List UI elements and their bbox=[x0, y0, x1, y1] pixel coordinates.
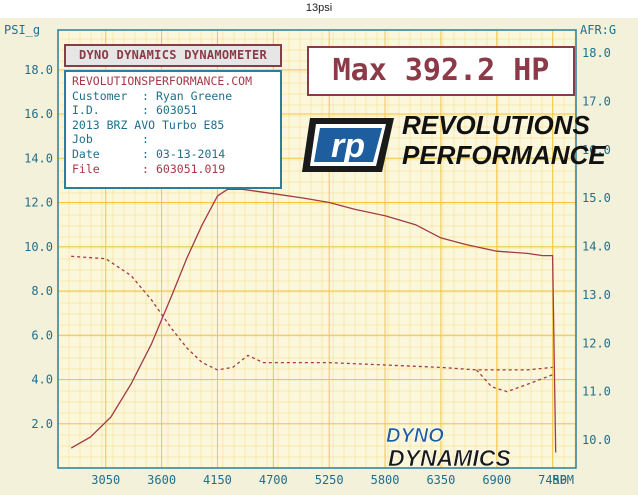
right-tick-label: 18.0 bbox=[582, 46, 611, 60]
left-tick-label: 18.0 bbox=[24, 63, 53, 77]
info-key: Job bbox=[72, 132, 93, 147]
right-tick-label: 12.0 bbox=[582, 336, 611, 350]
afr-series-line bbox=[476, 369, 553, 393]
info-key: Date bbox=[72, 146, 100, 161]
info-row: Date:03-13-2014 bbox=[72, 146, 226, 161]
website-text: REVOLUTIONSPERFORMANCE.COM bbox=[72, 74, 253, 88]
x-tick-label: 5800 bbox=[371, 473, 400, 487]
dyno-header-label: DYNO DYNAMICS DYNAMOMETER bbox=[64, 44, 282, 67]
performance-text: PERFORMANCE bbox=[402, 140, 606, 170]
x-tick-label: 5250 bbox=[315, 473, 344, 487]
info-value: 03-13-2014 bbox=[156, 146, 226, 161]
x-tick-label: 4150 bbox=[203, 473, 232, 487]
info-key: Customer bbox=[72, 88, 128, 103]
left-tick-label: 14.0 bbox=[24, 151, 53, 165]
info-value: Ryan Greene bbox=[156, 88, 233, 103]
info-row: Job: bbox=[72, 132, 149, 147]
rp-mark: rp bbox=[331, 127, 365, 165]
left-tick-label: 12.0 bbox=[24, 196, 53, 210]
revolutions-text: REVOLUTIONS bbox=[402, 110, 590, 140]
info-key: File bbox=[72, 161, 100, 176]
right-tick-label: 13.0 bbox=[582, 288, 611, 302]
x-tick-label: 3050 bbox=[91, 473, 120, 487]
run-info-box: REVOLUTIONSPERFORMANCE.COM Customer: Ryan… bbox=[64, 70, 282, 189]
left-tick-label: 2.0 bbox=[31, 417, 53, 431]
info-row: Customer: Ryan Greene bbox=[72, 88, 233, 103]
x-tick-label: 6900 bbox=[482, 473, 511, 487]
info-key: 2013 BRZ AVO Turbo E85 bbox=[72, 117, 225, 132]
right-tick-label: 16.0 bbox=[582, 143, 611, 157]
info-row: File:603051.019 bbox=[72, 161, 226, 176]
left-tick-label: 4.0 bbox=[31, 373, 53, 387]
x-tick-label: 6350 bbox=[426, 473, 455, 487]
x-tick-label: 4700 bbox=[259, 473, 288, 487]
x-tick-label: 7450 bbox=[538, 473, 567, 487]
boost-series-line bbox=[70, 188, 557, 453]
rp-logo-icon: rp bbox=[302, 118, 394, 172]
right-tick-label: 11.0 bbox=[582, 385, 611, 399]
dyno-text: DYNO bbox=[386, 425, 444, 447]
dyno-dynamics-logo: DYNO DYNAMICS bbox=[386, 425, 512, 470]
left-tick-label: 16.0 bbox=[24, 107, 53, 121]
left-tick-label: 10.0 bbox=[24, 240, 53, 254]
right-tick-label: 15.0 bbox=[582, 191, 611, 205]
info-row: 2013 BRZ AVO Turbo E85 bbox=[72, 118, 274, 133]
plot-frame bbox=[57, 29, 577, 469]
x-axis-unit: RPM bbox=[552, 473, 574, 487]
info-key: I.D. bbox=[72, 103, 100, 118]
right-axis-label: AFR:G bbox=[580, 23, 616, 37]
max-hp-badge: Max 392.2 HP bbox=[307, 46, 575, 96]
dynamics-text: DYNAMICS bbox=[388, 445, 511, 470]
dyno-chart: 2.0 4.0 6.0 8.0 10.0 12.0 14.0 16.0 18.0 10.0 11.0… bbox=[4, 23, 616, 487]
info-row: I.D.:603051 bbox=[72, 103, 198, 118]
x-tick-label: 3600 bbox=[147, 473, 176, 487]
right-tick-label: 17.0 bbox=[582, 95, 611, 109]
info-value: 603051 bbox=[156, 103, 198, 118]
revolutions-performance-logo: rp REVOLUTIONS PERFORMANCE bbox=[302, 110, 606, 180]
afr-series-line bbox=[71, 255, 553, 371]
right-tick-label: 14.0 bbox=[582, 240, 611, 254]
page-title: 13psi bbox=[305, 2, 333, 14]
left-tick-label: 8.0 bbox=[31, 284, 53, 298]
info-value: 603051.019 bbox=[156, 161, 226, 176]
left-axis-label: PSI_g bbox=[4, 23, 40, 37]
left-tick-label: 6.0 bbox=[31, 328, 53, 342]
dyno-sheet: 2.0 4.0 6.0 8.0 10.0 12.0 14.0 16.0 18.0 10.0 11.0… bbox=[0, 18, 638, 495]
right-tick-label: 10.0 bbox=[582, 433, 611, 447]
